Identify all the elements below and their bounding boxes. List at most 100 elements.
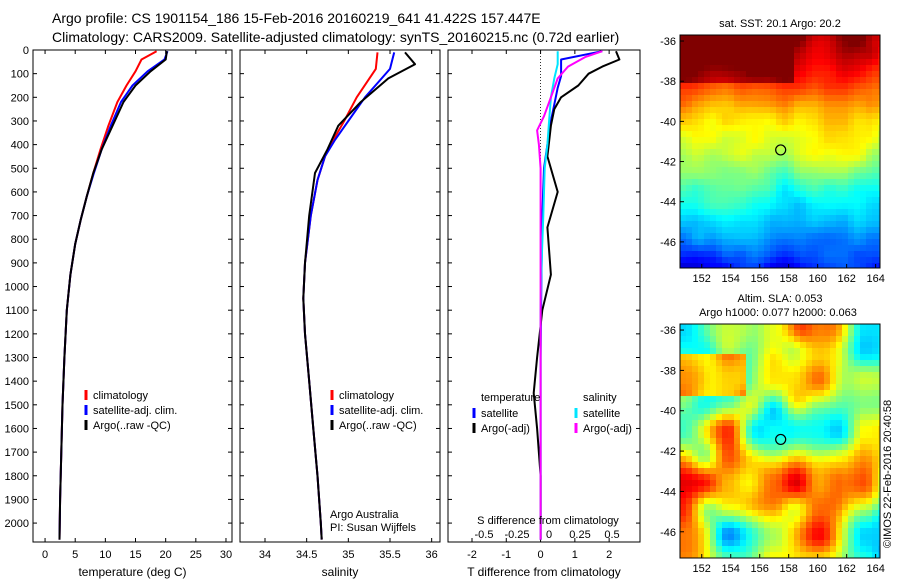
map-y-tick-label: -36 [660, 36, 676, 48]
legend-label: satellite-adj. clim. [93, 405, 177, 417]
sst-map [680, 35, 880, 268]
y-tick-label: 400 [11, 140, 29, 152]
sla-map-title-1: Altim. SLA: 0.053 [738, 293, 823, 305]
map-frame [679, 323, 881, 559]
map-x-tick-label: 154 [722, 563, 740, 575]
map-y-tick-label: -46 [660, 527, 676, 539]
map-x-tick-label: 164 [866, 273, 884, 285]
map-x-tick-label: 154 [722, 273, 740, 285]
x-axis-label: temperature (deg C) [78, 565, 186, 579]
title-line-2: Climatology: CARS2009. Satellite-adjuste… [52, 29, 620, 45]
map-x-tick-label: 162 [837, 563, 855, 575]
secondary-tick-label: 0.5 [604, 529, 619, 541]
secondary-axis-label: S difference from climatology [477, 515, 619, 527]
map-x-tick-label: 156 [751, 273, 769, 285]
x-tick-label: 34 [259, 549, 271, 561]
secondary-tick-label: -0.5 [475, 529, 494, 541]
y-tick-label: 1900 [5, 494, 29, 506]
map-y-tick-label: -44 [660, 197, 676, 209]
y-tick-label: 900 [11, 258, 29, 270]
y-tick-label: 1100 [5, 305, 29, 317]
legend-label: climatology [93, 390, 149, 402]
series-line-1 [302, 52, 379, 540]
title-line-1: Argo profile: CS 1901154_186 15-Feb-2016… [52, 10, 541, 26]
x-tick-label: 0 [42, 549, 48, 561]
map-x-tick-label: 160 [809, 563, 827, 575]
y-tick-label: 0 [23, 45, 29, 57]
sst-map-title: sat. SST: 20.1 Argo: 20.2 [719, 18, 841, 30]
series-line-3 [58, 51, 168, 540]
x-tick-label: 25 [190, 549, 202, 561]
legend-label: Argo(..raw -QC) [339, 420, 417, 432]
credit-line-1: Argo Australia [330, 509, 399, 521]
secondary-tick-label: -0.25 [504, 529, 529, 541]
legend-label: satellite [481, 408, 518, 420]
map-y-tick-label: -42 [660, 446, 676, 458]
y-tick-label: 500 [11, 163, 29, 175]
y-tick-label: 1000 [5, 282, 29, 294]
x-tick-label: 0 [538, 549, 544, 561]
map-x-tick-label: 158 [780, 563, 798, 575]
legend-label: Argo(-adj) [481, 423, 530, 435]
x-tick-label: 34.5 [296, 549, 317, 561]
legend-label: satellite-adj. clim. [339, 405, 423, 417]
x-tick-label: 15 [129, 549, 141, 561]
x-tick-label: 20 [160, 549, 172, 561]
y-tick-label: 800 [11, 234, 29, 246]
map-x-tick-label: 160 [809, 273, 827, 285]
imos-credit: ©IMOS 22-Feb-2016 20:40:58 [882, 399, 894, 548]
y-tick-label: 1300 [5, 353, 29, 365]
argo-location-marker [775, 433, 787, 446]
series-line-2 [532, 50, 621, 540]
map-frame [679, 34, 881, 269]
map-x-tick-label: 156 [751, 563, 769, 575]
map-y-tick-label: -46 [660, 237, 676, 249]
map-y-tick-label: -40 [660, 116, 676, 128]
x-axis-label: T difference from climatology [467, 565, 621, 579]
series-line-1 [539, 50, 603, 540]
y-tick-label: 2000 [5, 518, 29, 530]
map-x-tick-label: 152 [693, 563, 711, 575]
y-tick-label: 1700 [5, 447, 29, 459]
map-y-tick-label: -44 [660, 486, 676, 498]
y-tick-label: 1800 [5, 471, 29, 483]
x-tick-label: 5 [72, 549, 78, 561]
legend-label: Argo(-adj) [583, 423, 632, 435]
x-tick-label: 10 [99, 549, 111, 561]
axes-frame-3 [447, 49, 641, 543]
y-tick-label: 600 [11, 187, 29, 199]
legend-label: satellite [583, 408, 620, 420]
map-y-tick-label: -42 [660, 157, 676, 169]
y-tick-label: 200 [11, 92, 29, 104]
map-y-tick-label: -36 [660, 325, 676, 337]
y-tick-label: 1400 [5, 376, 29, 388]
sla-map-title-2: Argo h1000: 0.077 h2000: 0.063 [699, 307, 857, 319]
legend-title-temperature: temperature [481, 392, 540, 404]
legend-title-salinity: salinity [583, 392, 617, 404]
map-x-tick-label: 162 [837, 273, 855, 285]
map-y-tick-label: -38 [660, 76, 676, 88]
x-axis-label: salinity [322, 565, 359, 579]
credit-line-2: PI: Susan Wijffels [330, 522, 416, 534]
map-y-tick-label: -38 [660, 365, 676, 377]
y-tick-label: 1500 [5, 400, 29, 412]
x-tick-label: 35.5 [379, 549, 400, 561]
axes-frame-2 [239, 49, 441, 543]
map-y-tick-label: -40 [660, 406, 676, 418]
sla-map [680, 324, 880, 558]
map-x-tick-label: 164 [866, 563, 884, 575]
axes-frame-1 [32, 49, 233, 543]
x-tick-label: -1 [501, 549, 511, 561]
series-line-3 [302, 51, 416, 540]
y-tick-label: 100 [11, 69, 29, 81]
x-tick-label: 2 [606, 549, 612, 561]
series-line-3 [539, 51, 559, 540]
legend-label: climatology [339, 390, 395, 402]
argo-location-marker [775, 144, 787, 156]
secondary-tick-label: 0 [546, 529, 552, 541]
y-tick-label: 300 [11, 116, 29, 128]
x-tick-label: 30 [220, 549, 232, 561]
x-tick-label: -2 [467, 549, 477, 561]
legend-label: Argo(..raw -QC) [93, 420, 171, 432]
